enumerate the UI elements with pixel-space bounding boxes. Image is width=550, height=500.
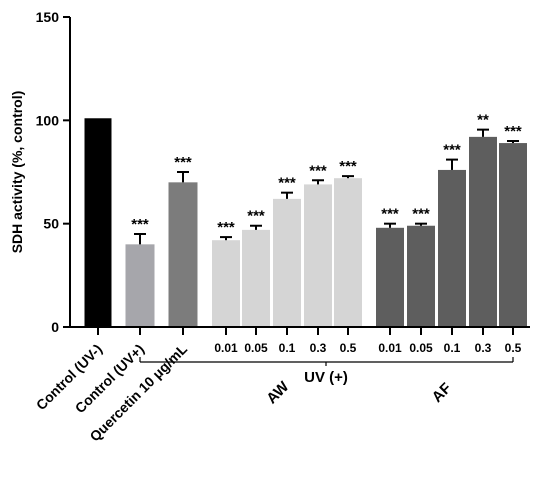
uv-group-label: UV (+) — [304, 369, 348, 386]
significance-label: *** — [504, 123, 522, 140]
x-concentration-label: 0.01 — [378, 341, 402, 355]
y-axis: 0 50 100 150 — [36, 9, 71, 335]
x-concentration-label: 0.1 — [444, 341, 461, 355]
bar — [273, 198, 301, 327]
x-concentration-label: 0.5 — [340, 341, 357, 355]
bar — [438, 169, 466, 327]
uv-group-bracket — [139, 357, 514, 366]
significance-label: ** — [477, 112, 489, 129]
x-concentration-label: 0.3 — [310, 341, 327, 355]
aw-group-label: AW — [263, 378, 293, 408]
y-axis-label: SDH activity (%, control) — [9, 91, 25, 254]
y-tick-label: 0 — [51, 319, 59, 335]
x-concentration-label: 0.05 — [244, 341, 268, 355]
bar — [212, 240, 240, 327]
significance-label: *** — [412, 206, 430, 223]
significance-label: *** — [247, 208, 265, 225]
bar — [84, 118, 112, 328]
bar — [469, 136, 497, 327]
y-tick-label: 100 — [36, 112, 60, 128]
x-concentration-label: 0.5 — [505, 341, 522, 355]
y-tick-label: 150 — [36, 9, 60, 25]
significance-label: *** — [278, 175, 296, 192]
x-concentration-label: 0.01 — [214, 341, 238, 355]
x-concentration-label: 0.1 — [279, 341, 296, 355]
x-concentration-label: 0.05 — [409, 341, 433, 355]
significance-label: *** — [131, 216, 149, 233]
bar — [304, 184, 332, 327]
significance-label: *** — [443, 142, 461, 159]
significance-label: *** — [217, 219, 235, 236]
significance-label: *** — [381, 206, 399, 223]
bar — [168, 182, 198, 327]
y-tick-label: 50 — [43, 216, 59, 232]
significance-label: *** — [339, 158, 357, 175]
bar — [242, 229, 270, 327]
bar — [407, 225, 435, 327]
bars-group: ****************** ****** *********** — [84, 112, 527, 328]
x-concentration-label: 0.3 — [475, 341, 492, 355]
af-group-label: AF — [429, 380, 455, 406]
significance-label: *** — [174, 154, 192, 171]
bar — [499, 143, 527, 327]
bar — [125, 244, 155, 327]
bar — [376, 227, 404, 327]
bar — [334, 178, 362, 327]
significance-label: *** — [309, 162, 327, 179]
